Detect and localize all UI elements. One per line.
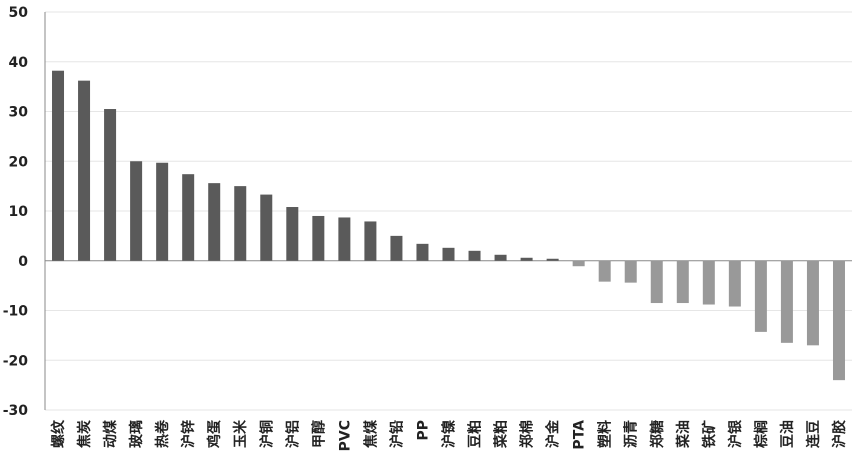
category-label: 动煤 [102, 419, 119, 448]
category-label: 沪金 [545, 419, 562, 448]
category-label: PVC [337, 420, 353, 451]
bar [78, 80, 91, 261]
category-label: 豆粕 [467, 420, 484, 448]
bar [520, 257, 533, 261]
bar [754, 260, 767, 332]
bar [650, 260, 663, 304]
category-label: 热卷 [154, 419, 171, 448]
category-label: 郑糖 [649, 420, 666, 448]
category-label: 沪胶 [831, 420, 848, 448]
category-label: 鸡蛋 [206, 420, 223, 449]
bar [624, 260, 637, 283]
bar [130, 161, 143, 261]
y-tick-label: 30 [9, 105, 29, 121]
bar [208, 183, 221, 261]
category-label: 沪锌 [180, 420, 197, 448]
bar [312, 215, 325, 261]
category-label: 菜油 [675, 420, 692, 449]
bar [494, 254, 507, 261]
category-label: 沪铝 [284, 420, 301, 448]
category-label: 玉米 [232, 419, 249, 448]
y-axis: 50 40 30 20 10 0 -10 -20 -30 [3, 5, 46, 419]
category-label: 沪镍 [441, 420, 458, 448]
bar [286, 207, 299, 261]
category-label: 沪铅 [388, 420, 405, 448]
category-label: 沪铜 [258, 420, 275, 448]
category-label: 棕榈 [753, 420, 770, 449]
bar [416, 243, 429, 261]
bar [728, 260, 741, 307]
category-label: 豆油 [779, 420, 796, 448]
bar [832, 260, 845, 381]
y-tick-label: -20 [3, 353, 29, 369]
y-tick-label: -30 [3, 403, 29, 419]
category-label: PP [415, 420, 431, 441]
bar [104, 109, 117, 261]
bar [338, 217, 351, 261]
bar [364, 221, 377, 261]
bar [156, 162, 169, 261]
category-labels: 螺纹 焦炭 动煤 玻璃 热卷 沪锌 鸡蛋 玉米 沪铜 沪铝 甲醇 PVC 焦煤 沪铅 PP 沪镍 豆粕 菜粕 郑棉沪… [50, 419, 848, 451]
bar [546, 258, 559, 261]
category-label: 铁矿 [701, 420, 718, 448]
bar [702, 260, 715, 305]
category-label: 塑料 [597, 420, 614, 448]
category-label: 连豆 [805, 420, 822, 448]
category-label: PTA [572, 420, 588, 450]
category-label: 焦炭 [76, 420, 93, 449]
bar [182, 174, 195, 261]
y-tick-label: 10 [9, 204, 29, 220]
bar [390, 235, 403, 261]
category-label: 玻璃 [128, 420, 145, 448]
bar [598, 260, 611, 282]
y-tick-label: 0 [18, 254, 28, 270]
bar [572, 260, 585, 267]
bar [780, 260, 793, 343]
category-label: 螺纹 [50, 419, 67, 448]
bar [676, 260, 689, 304]
category-label: 郑棉 [519, 420, 536, 448]
category-label: 甲醇 [310, 420, 327, 448]
bar [442, 247, 455, 261]
bars [52, 70, 845, 381]
category-label: 焦煤 [362, 419, 379, 449]
bar [260, 194, 273, 261]
bar [806, 260, 819, 346]
y-tick-label: 50 [9, 5, 29, 21]
y-tick-label: 40 [9, 55, 29, 71]
bar [52, 70, 65, 261]
category-label: 沥青 [623, 420, 640, 448]
category-label: 菜粕 [493, 420, 510, 449]
category-label: 沪银 [727, 419, 744, 448]
y-tick-label: -10 [3, 304, 29, 320]
y-tick-label: 20 [9, 154, 29, 170]
bar [468, 250, 481, 261]
bar [234, 186, 247, 261]
